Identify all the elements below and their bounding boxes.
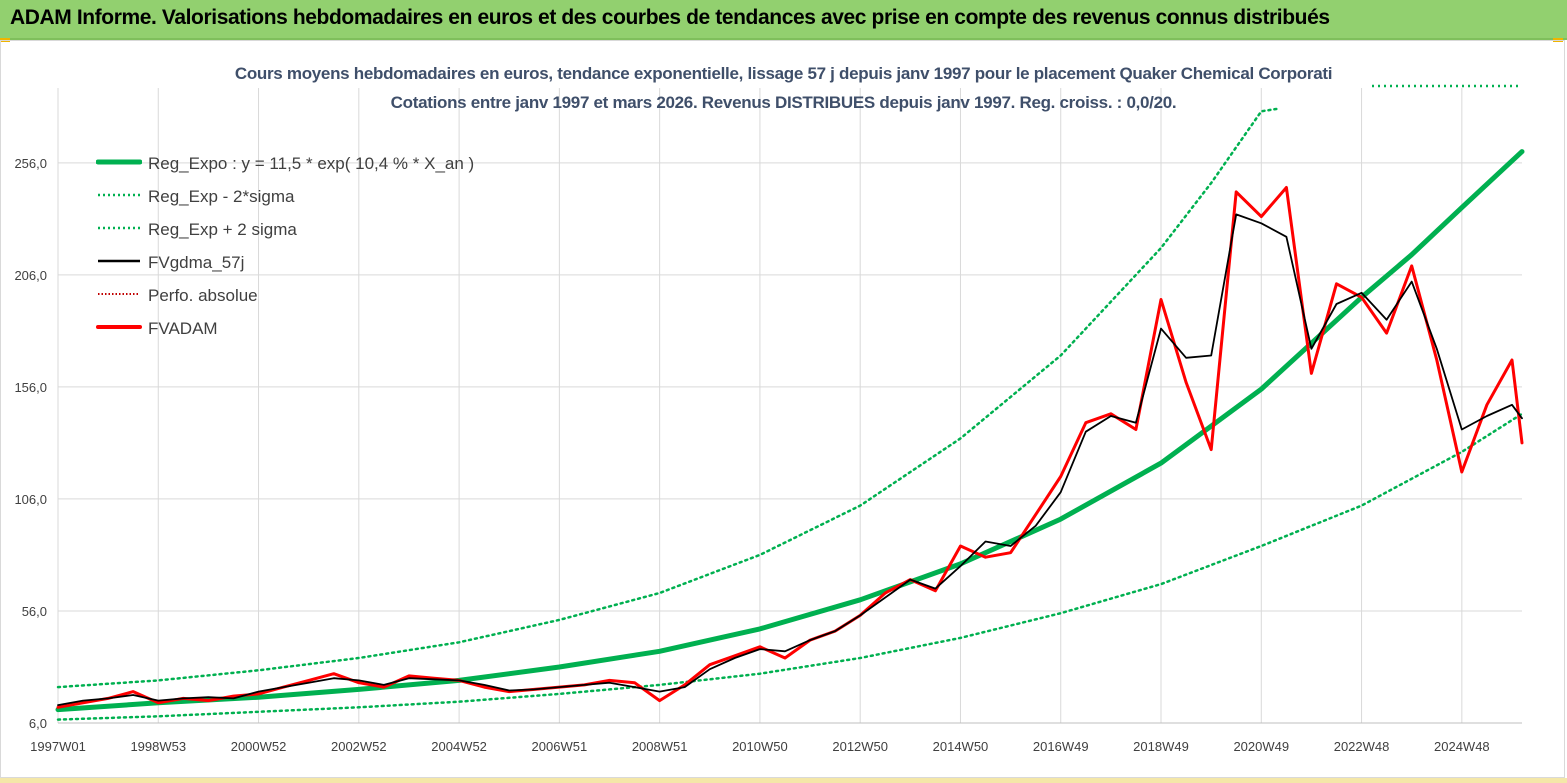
x-tick-label-7: 2010W50	[732, 739, 788, 754]
legend-label-low: Reg_Exp - 2*sigma	[148, 187, 295, 206]
series-reg-exp-2-sigma	[56, 107, 1278, 689]
x-tick-label-12: 2020W49	[1233, 739, 1289, 754]
x-tick-label-6: 2008W51	[632, 739, 688, 754]
y-axis-ticks: 6,0 56,0 106,0 156,0 206,0 256,0	[14, 156, 47, 731]
series-reg-exp-2-sigma	[56, 412, 1524, 721]
series-fvadam	[56, 186, 1524, 709]
x-tick-label-0: 1997W01	[30, 739, 86, 754]
report-title: ADAM Informe. Valorisations hebdomadaire…	[10, 6, 1330, 29]
chart-frame	[0, 40, 1565, 778]
bottom-strip	[0, 778, 1567, 783]
x-tick-label-5: 2006W51	[532, 739, 588, 754]
y-tick-label-1: 56,0	[22, 604, 47, 619]
chart-title-line2: Cotations entre janv 1997 et mars 2026. …	[390, 93, 1177, 112]
legend-swatch-low	[98, 193, 140, 197]
x-axis-ticks: 1997W01 1998W53 2000W52 2002W52 2004W52 2006W…	[30, 739, 1489, 754]
x-tick-label-13: 2022W48	[1334, 739, 1390, 754]
grid-layer	[57, 88, 1522, 724]
legend-label-mma: FVgdma_57j	[148, 253, 245, 272]
y-tick-label-3: 156,0	[14, 380, 47, 395]
report-banner: ADAM Informe. Valorisations hebdomadaire…	[0, 0, 1567, 40]
legend-label-high: Reg_Exp + 2 sigma	[148, 220, 297, 239]
x-tick-label-4: 2004W52	[431, 739, 487, 754]
legend-swatch-fvadam	[96, 325, 142, 329]
legend-swatch-reg	[96, 159, 142, 165]
y-tick-label-0: 6,0	[29, 716, 47, 731]
legend-label-perfo: Perfo. absolue	[148, 286, 258, 305]
x-tick-label-3: 2002W52	[331, 739, 387, 754]
x-tick-label-9: 2014W50	[933, 739, 989, 754]
x-tick-label-8: 2012W50	[832, 739, 888, 754]
series-fvgdma-57j	[57, 213, 1523, 706]
legend-label-reg: Reg_Expo : y = 11,5 * exp( 10,4 % * X_an…	[148, 154, 475, 173]
series-reg-expo	[55, 149, 1525, 713]
y-tick-label-2: 106,0	[14, 492, 47, 507]
y-tick-label-5: 256,0	[14, 156, 47, 171]
legend-swatch-perfo	[98, 293, 140, 295]
legend-swatch-mma	[98, 259, 140, 263]
x-tick-label-14: 2024W48	[1434, 739, 1490, 754]
legend-label-fvadam: FVADAM	[148, 319, 218, 338]
x-tick-label-2: 2000W52	[231, 739, 287, 754]
chart-title-line1: Cours moyens hebdomadaires en euros, ten…	[234, 64, 1333, 83]
x-tick-label-10: 2016W49	[1033, 739, 1089, 754]
legend-swatch-high	[98, 226, 140, 230]
x-tick-label-11: 2018W49	[1133, 739, 1189, 754]
series-layer	[55, 107, 1525, 721]
y-tick-label-4: 206,0	[14, 268, 47, 283]
x-tick-label-1: 1998W53	[130, 739, 186, 754]
